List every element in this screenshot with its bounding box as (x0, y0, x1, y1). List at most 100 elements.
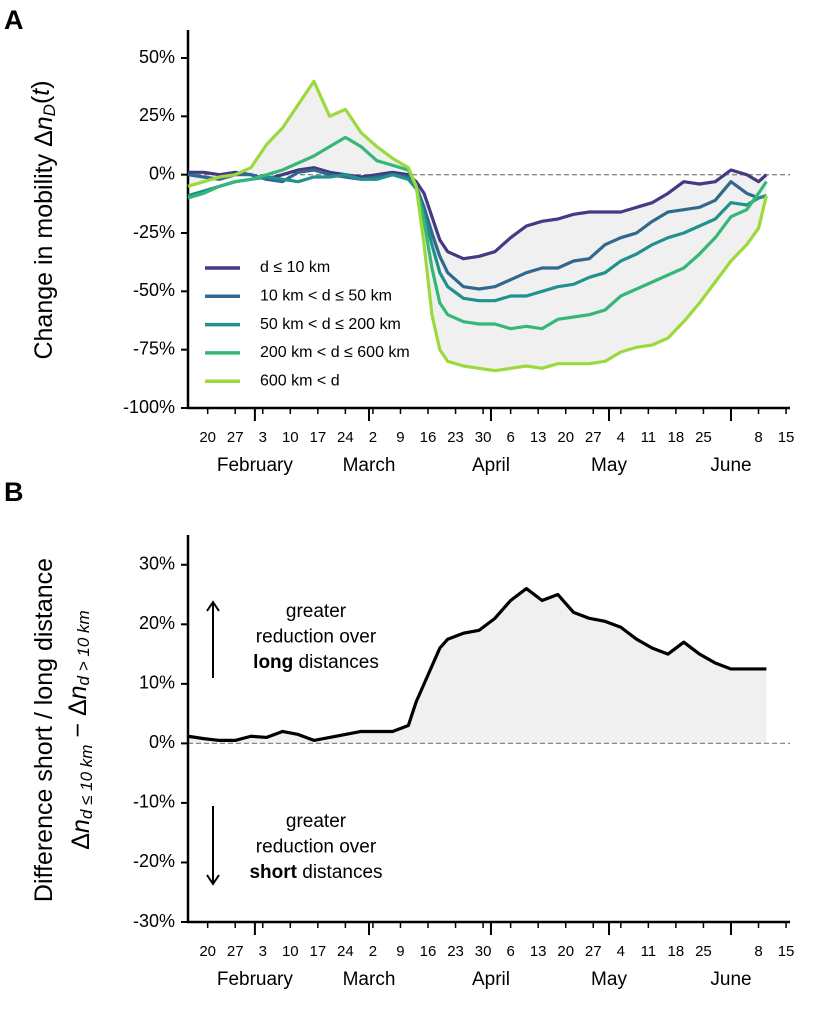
annotation: greater (286, 811, 347, 832)
x-tick-label: 2 (369, 943, 377, 960)
x-tick-label: 4 (617, 429, 625, 446)
text-part: D (40, 104, 59, 116)
month-label: April (472, 455, 510, 476)
month-label: May (591, 455, 627, 476)
y-tick-label: -10% (133, 792, 175, 812)
text-part: reduction over (256, 837, 377, 858)
x-tick-label: 11 (641, 429, 657, 446)
x-tick-label: 17 (309, 943, 326, 960)
y-tick-label: 0% (149, 163, 175, 183)
x-tick-label: 20 (199, 943, 216, 960)
annotation: long distances (253, 652, 379, 673)
month-label: May (591, 969, 627, 990)
series-line (187, 79, 768, 373)
x-tick-label: 9 (396, 943, 404, 960)
x-tick-label: 25 (695, 429, 712, 446)
x-tick-label: 16 (420, 943, 437, 960)
month-label: June (710, 969, 751, 990)
spread-area (188, 81, 767, 371)
y-tick-label: -75% (133, 338, 175, 358)
y-tick-label: 25% (139, 105, 175, 125)
x-tick-label: 6 (506, 943, 514, 960)
text-part: Δ (67, 833, 95, 850)
x-tick-label: 18 (668, 429, 685, 446)
x-tick-label: 25 (695, 943, 712, 960)
annotation: reduction over (256, 627, 377, 648)
y-tick-label: -25% (133, 222, 175, 242)
panel-letter: A (4, 5, 24, 35)
y-tick-label: 20% (139, 613, 175, 633)
x-tick-label: 27 (227, 429, 244, 446)
text-part: Change in mobility Δ (30, 130, 58, 359)
text-part: greater (286, 601, 347, 622)
x-tick-label: 10 (282, 429, 299, 446)
text-part: long (253, 652, 293, 673)
y-tick-label: -100% (123, 397, 175, 417)
x-tick-label: 17 (309, 429, 326, 446)
month-label: June (710, 455, 751, 476)
series-line (187, 173, 767, 303)
x-tick-label: 15 (778, 943, 795, 960)
x-tick-label: 2 (369, 429, 377, 446)
panel-letter: B (4, 477, 24, 507)
legend-label: 200 km < d ≤ 600 km (260, 344, 410, 361)
x-tick-label: 23 (447, 429, 464, 446)
x-tick-label: 13 (530, 429, 547, 446)
text-part: ) (27, 80, 55, 88)
x-tick-label: 30 (475, 429, 492, 446)
y-tick-label: 50% (139, 47, 175, 67)
x-tick-label: 27 (227, 943, 244, 960)
y-tick-label: 10% (139, 673, 175, 693)
month-label: February (217, 969, 294, 990)
x-tick-label: 20 (199, 429, 216, 446)
x-tick-label: 15 (778, 429, 795, 446)
x-tick-label: 11 (641, 943, 657, 960)
x-tick-label: 3 (259, 429, 267, 446)
x-tick-label: 23 (447, 943, 464, 960)
x-tick-label: 3 (259, 943, 267, 960)
legend-label: 600 km < d (260, 372, 340, 389)
annotation: reduction over (256, 837, 377, 858)
text-part: n (64, 685, 92, 699)
x-tick-label: 8 (754, 943, 762, 960)
text-part: reduction over (256, 627, 377, 648)
x-tick-label: 30 (475, 943, 492, 960)
month-label: February (217, 455, 294, 476)
y-tick-label: -20% (133, 851, 175, 871)
series-line (187, 168, 767, 291)
text-part: greater (286, 811, 347, 832)
x-tick-label: 4 (617, 943, 625, 960)
legend-label: 50 km < d ≤ 200 km (260, 316, 401, 333)
x-tick-label: 27 (585, 429, 602, 446)
series-line (187, 586, 767, 743)
area (188, 588, 767, 744)
arrow-head (206, 600, 220, 612)
arrow-head (206, 874, 220, 886)
text-part: short (249, 862, 297, 883)
x-tick-label: 10 (282, 943, 299, 960)
y-axis-label: Difference short / long distance (30, 558, 58, 902)
series-line (188, 166, 768, 261)
text-part: distances (297, 862, 383, 883)
x-tick-label: 20 (557, 429, 574, 446)
x-tick-label: 20 (557, 943, 574, 960)
x-tick-label: 24 (337, 943, 354, 960)
x-tick-label: 18 (668, 943, 685, 960)
text-part: d > 10 km (75, 610, 94, 685)
y-tick-label: 30% (139, 554, 175, 574)
annotation: short distances (249, 862, 382, 883)
y-axis-label: Change in mobility ΔnD(t) (27, 80, 60, 359)
x-tick-label: 8 (754, 429, 762, 446)
text-part: n (30, 116, 58, 130)
month-label: March (343, 969, 396, 990)
x-tick-label: 13 (530, 943, 547, 960)
x-tick-label: 16 (420, 429, 437, 446)
legend-label: 10 km < d ≤ 50 km (260, 288, 392, 305)
x-tick-label: 27 (585, 943, 602, 960)
text-part: − Δ (64, 699, 92, 744)
y-axis-label: Δnd ≤ 10 km − Δnd > 10 km (64, 610, 97, 849)
y-tick-label: -30% (133, 911, 175, 931)
month-label: March (343, 455, 396, 476)
